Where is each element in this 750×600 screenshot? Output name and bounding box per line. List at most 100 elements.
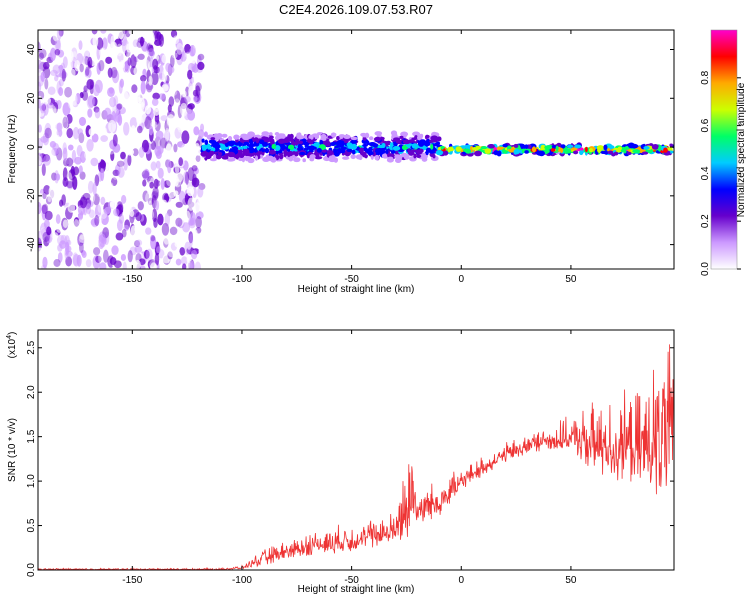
spectrogram-cell [154, 119, 161, 132]
spectrogram-cell [145, 59, 150, 70]
spectrogram-cell [183, 118, 191, 128]
spectrogram-cell [191, 77, 197, 85]
spectrogram-cell [41, 264, 47, 269]
spectrogram-cell [381, 142, 386, 149]
spectrogram-cell [221, 133, 228, 138]
spectrogram-cell [96, 62, 101, 75]
spectrogram-cell [92, 34, 99, 48]
spectrogram-cell [142, 179, 147, 187]
spectrogram-cell [233, 134, 240, 140]
spectrogram-cell [100, 30, 107, 34]
spectrogram-cell [131, 84, 138, 93]
spectrogram-cell [55, 259, 61, 269]
spectrogram-cell [579, 150, 584, 156]
spectrogram-cell [78, 234, 87, 244]
spectrogram-cell [103, 249, 109, 263]
spectrogram-cell [286, 148, 291, 152]
spectrogram-cell [72, 253, 80, 267]
spectrogram-cell [340, 146, 348, 150]
spectrogram-cell [38, 140, 41, 149]
spectrogram-cell [160, 178, 165, 190]
spectrogram-cell [123, 157, 128, 171]
spectrogram-cell [49, 127, 54, 138]
spectrogram-cell [155, 130, 164, 140]
spectrogram-cell [41, 204, 48, 215]
spectrogram-cell [98, 233, 107, 248]
spectrogram-cell [238, 152, 243, 158]
spectrogram-marks [38, 30, 674, 269]
spectrogram-cell [50, 148, 55, 159]
spectrogram-cell [175, 217, 183, 227]
spectrogram-cell [161, 222, 170, 236]
spectrogram-cell [145, 83, 154, 91]
spectrogram-cell [49, 156, 57, 170]
spectrogram-cell [98, 47, 107, 58]
spectrogram-cell [100, 167, 105, 182]
spectrogram-cell [167, 188, 176, 199]
spectrogram-cell [73, 130, 79, 139]
spectrogram-cell [632, 149, 641, 153]
spectrogram-cell [150, 235, 157, 250]
spectrogram-cell [126, 51, 133, 59]
spectrogram-cell [414, 135, 418, 140]
spectrogram-cell [87, 180, 94, 194]
y-tick-label: 0 [26, 144, 37, 150]
spectrogram-cell [254, 155, 258, 161]
spectrogram-cell [294, 151, 299, 157]
spectrogram-cell [166, 176, 173, 187]
spectrogram-cell [255, 137, 260, 144]
spectrogram-cell [38, 108, 42, 120]
spectrogram-cell [93, 247, 101, 256]
spectrogram-cell [98, 251, 104, 265]
spectrogram-cell [297, 143, 302, 150]
spectrogram-cell [150, 161, 157, 171]
spectrogram-cell [132, 39, 139, 48]
spectrogram-cell [170, 89, 178, 96]
spectrogram-panel: -150 -100 -50 0 50 40 20 0 -20 -40 Height of str… [7, 29, 675, 295]
spectrogram-cell [389, 142, 394, 146]
spectrogram-cell [103, 107, 112, 120]
spectrogram-cell [197, 197, 202, 206]
spectrogram-cell [412, 131, 421, 137]
snr-frame [37, 329, 675, 571]
spectrogram-cell [327, 135, 332, 139]
spectrogram-cell [66, 127, 74, 139]
spectrogram-cell [101, 127, 108, 136]
spectrogram-cell [162, 30, 167, 38]
spectrogram-cell [152, 186, 159, 199]
spectrogram-cell [186, 256, 191, 264]
spectrogram-cell [68, 50, 74, 63]
spectrogram-cell [44, 78, 49, 90]
spectrogram-cell [140, 80, 146, 95]
spectrogram-cell [173, 143, 178, 153]
spectrogram-cell [248, 149, 255, 154]
spectrogram-cell [417, 142, 424, 147]
spectrogram-cell [167, 251, 173, 260]
spectrogram-cell [168, 96, 175, 107]
spectrogram-cell [299, 151, 306, 156]
spectrogram-cell [132, 148, 139, 157]
spectrogram-cell [197, 186, 204, 198]
spectrogram-cell [85, 259, 92, 268]
spectrogram-cell [50, 69, 58, 76]
spectrogram-cell [116, 219, 123, 232]
spectrogram-cell [154, 39, 162, 46]
spectrogram-cell [87, 95, 96, 108]
spectrogram-cell [62, 147, 68, 161]
x-tick-label: -100 [232, 575, 252, 586]
spectrogram-cell [189, 47, 196, 57]
spectrogram-cell [365, 148, 372, 154]
spectrogram-cell [336, 136, 340, 141]
spectrogram-cell [152, 92, 160, 100]
x-tick-label: 50 [565, 575, 577, 586]
spectrogram-cell [326, 149, 333, 155]
spectrogram-cell [77, 238, 85, 246]
spectrogram-cell [189, 45, 196, 57]
spectrogram-cell [134, 245, 143, 254]
spectrogram-cell [74, 59, 81, 72]
spectrogram-cell [350, 136, 358, 141]
spectrogram-cell [184, 171, 190, 185]
colorbar-tick-label: 0.6 [700, 118, 711, 132]
spectrogram-cell [111, 245, 119, 256]
x-tick-label: 50 [565, 274, 577, 285]
